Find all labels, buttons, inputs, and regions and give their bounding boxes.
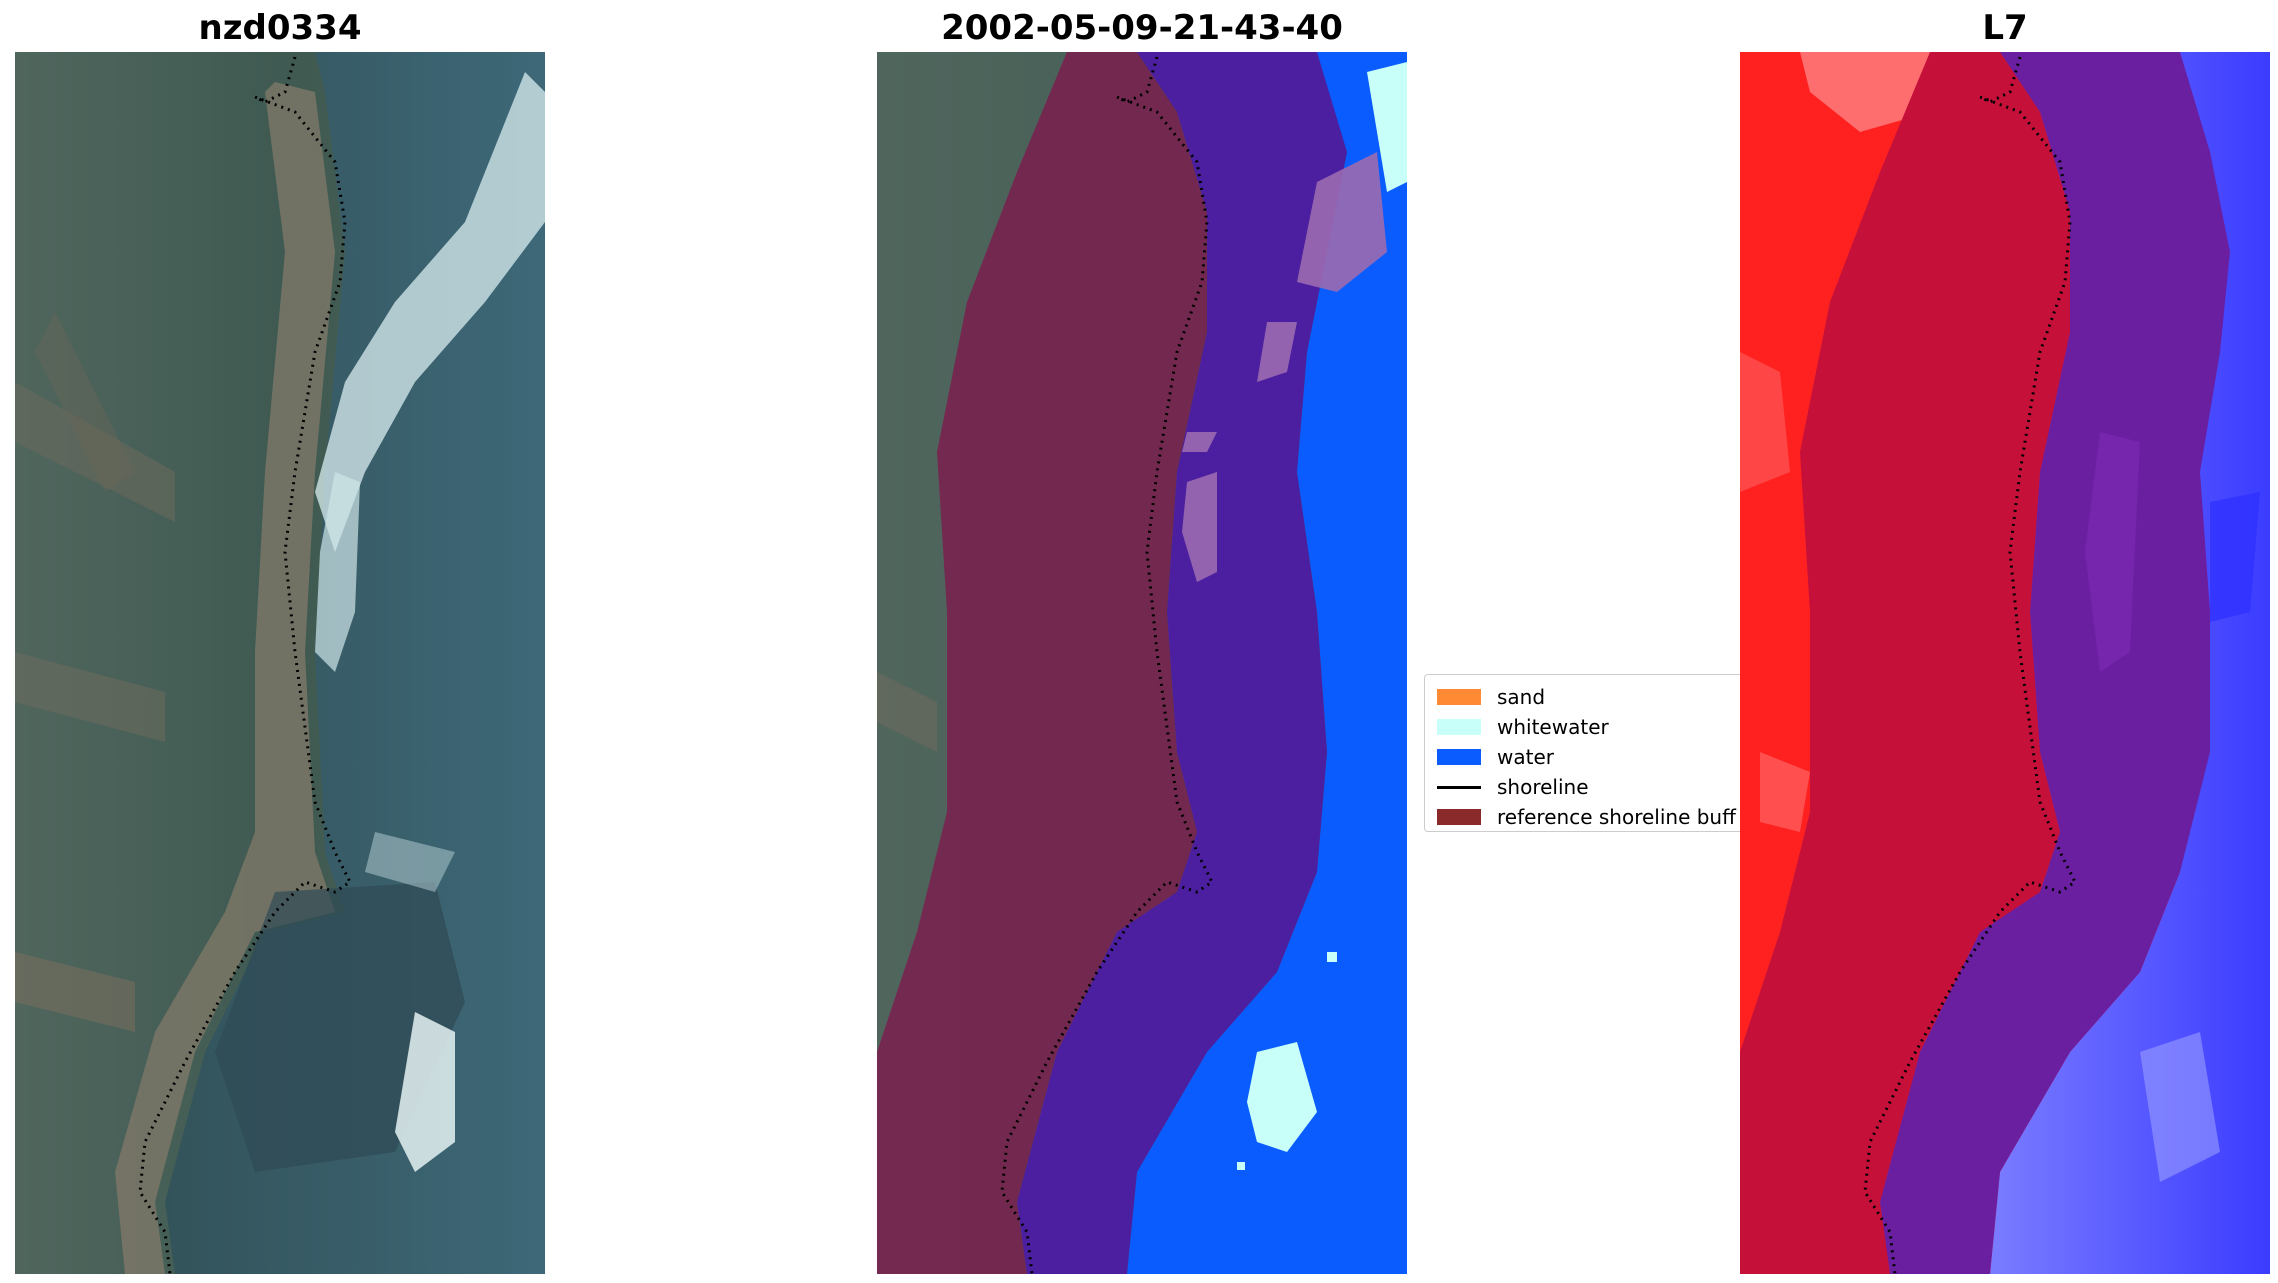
legend-item-reference-buffer: reference shoreline buff — [1437, 803, 1736, 831]
classified-image — [877, 52, 1407, 1274]
shoreline-line — [138, 56, 352, 1274]
legend-swatch-whitewater — [1437, 719, 1481, 735]
panel-title-false-color: L7 — [1982, 8, 2028, 48]
rgb-satellite-image — [15, 52, 545, 1274]
legend-label: sand — [1497, 685, 1546, 709]
legend-label: shoreline — [1497, 775, 1589, 799]
false-color-image — [1740, 52, 2270, 1274]
legend: sand whitewater water shoreline referenc… — [1424, 674, 1754, 832]
legend-item-sand: sand — [1437, 683, 1545, 711]
legend-item-whitewater: whitewater — [1437, 713, 1609, 741]
legend-label: water — [1497, 745, 1554, 769]
shoreline-line — [1000, 56, 1214, 1274]
legend-line-shoreline — [1437, 785, 1481, 789]
legend-swatch-reference-buffer — [1437, 809, 1481, 825]
panel-title-rgb: nzd0334 — [198, 8, 362, 48]
shoreline-line — [1863, 56, 2077, 1274]
legend-item-shoreline: shoreline — [1437, 773, 1589, 801]
legend-item-water: water — [1437, 743, 1554, 771]
legend-swatch-water — [1437, 749, 1481, 765]
legend-label: whitewater — [1497, 715, 1609, 739]
legend-label: reference shoreline buff — [1497, 805, 1736, 829]
legend-swatch-sand — [1437, 689, 1481, 705]
panel-title-classified: 2002-05-09-21-43-40 — [941, 8, 1343, 48]
